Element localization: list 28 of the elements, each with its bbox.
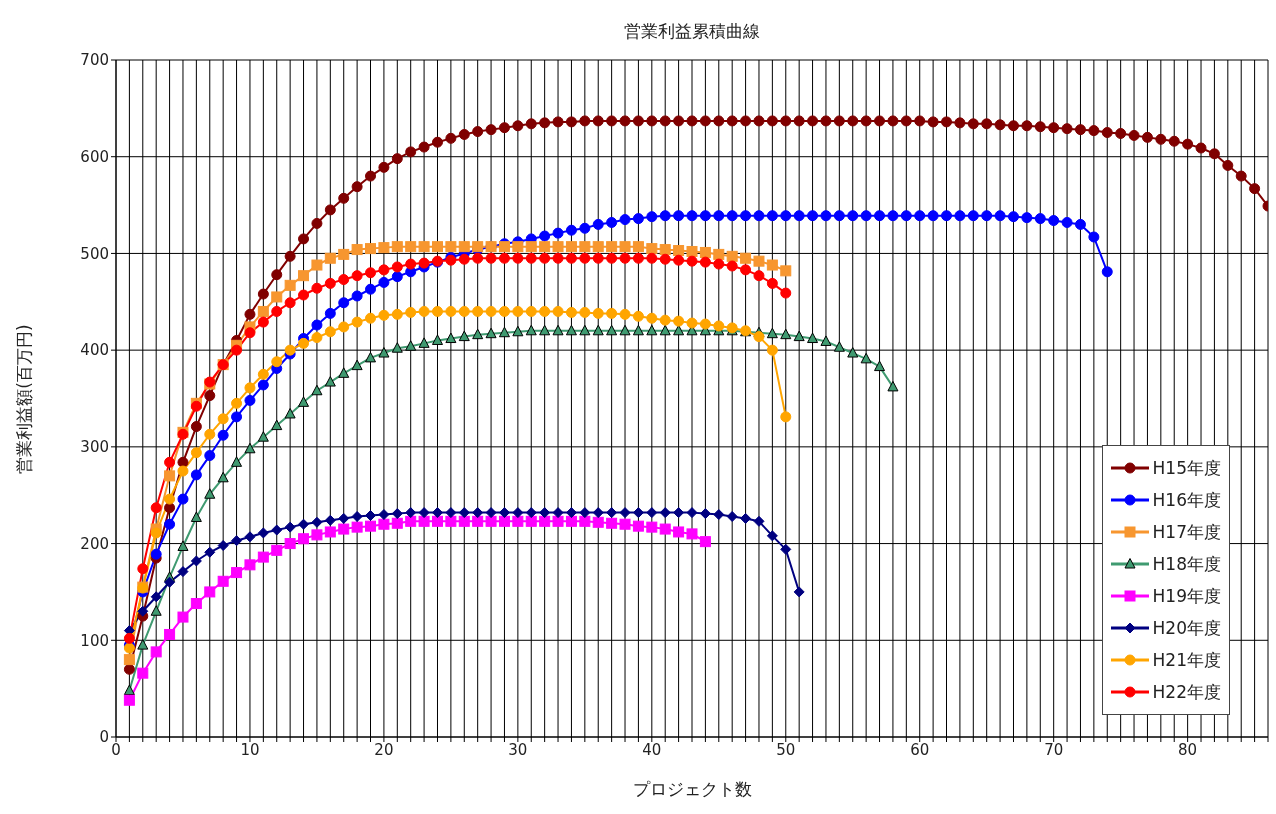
x-tick-label: 70 (1044, 740, 1064, 759)
legend-label: H15年度 (1152, 456, 1221, 480)
y-tick-label: 600 (80, 148, 109, 167)
y-axis-title: 営業利益額(百万円) (12, 323, 35, 474)
y-tick-label: 0 (99, 728, 109, 747)
x-tick-label: 40 (642, 740, 662, 759)
legend-label: H20年度 (1152, 616, 1221, 640)
x-tick-label: 60 (910, 740, 930, 759)
legend-label: H22年度 (1152, 680, 1221, 704)
legend-label: H18年度 (1152, 552, 1221, 576)
x-tick-label: 0 (111, 740, 121, 759)
x-tick-label: 30 (508, 740, 528, 759)
x-tick-label: 10 (240, 740, 260, 759)
legend-label: H21年度 (1152, 648, 1221, 672)
x-axis-title: プロジェクト数 (631, 778, 753, 801)
y-tick-label: 700 (80, 51, 109, 70)
x-tick-label: 80 (1178, 740, 1198, 759)
y-tick-label: 100 (80, 631, 109, 650)
legend-label: H19年度 (1152, 584, 1221, 608)
y-tick-label: 400 (80, 341, 109, 360)
legend-label: H16年度 (1152, 488, 1221, 512)
y-tick-label: 500 (80, 244, 109, 263)
y-tick-label: 200 (80, 534, 109, 553)
x-tick-label: 20 (374, 740, 394, 759)
legend-label: H17年度 (1152, 520, 1221, 544)
chart-title: 営業利益累積曲線 (623, 20, 761, 43)
x-tick-label: 50 (776, 740, 796, 759)
y-tick-label: 300 (80, 438, 109, 457)
